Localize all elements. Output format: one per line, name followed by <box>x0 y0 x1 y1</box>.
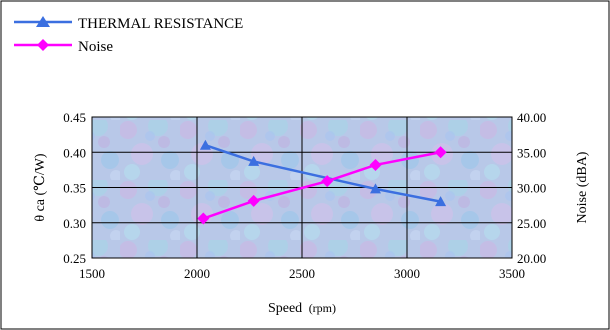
legend-entry-noise: Noise <box>14 39 113 55</box>
legend: THERMAL RESISTANCE Noise <box>14 16 243 55</box>
series-line-thermal <box>205 144 441 203</box>
x-axis-label-main: Speed <box>268 301 302 316</box>
series-layer <box>197 139 447 225</box>
data-point-thermal-1 <box>248 155 260 166</box>
x-tick-label-0: 1500 <box>79 266 105 281</box>
y-left-tick-label-1: 0.30 <box>63 216 86 231</box>
data-point-thermal-3 <box>435 196 447 207</box>
x-axis-label-unit: (rpm) <box>309 301 336 315</box>
data-point-thermal-2 <box>370 183 381 194</box>
y-left-tick-label-3: 0.40 <box>63 145 86 160</box>
y-right-tick-label-0: 20.00 <box>517 251 546 266</box>
data-point-noise-2 <box>321 175 334 188</box>
y-left-tick-label-0: 0.25 <box>63 251 86 266</box>
x-tick-label-1: 2000 <box>184 266 210 281</box>
y-right-tick-label-1: 25.00 <box>517 216 546 231</box>
x-tick-label-3: 3000 <box>394 266 420 281</box>
y-left-tick-label-2: 0.35 <box>63 181 86 196</box>
data-point-noise-3 <box>369 158 382 171</box>
x-axis-label: Speed (rpm) <box>268 301 336 316</box>
tick-labels: 1500 2000 2500 3000 3500 0.25 0.30 0.35 0.40 0.45… <box>63 110 546 281</box>
legend-label-thermal: THERMAL RESISTANCE <box>78 16 243 32</box>
data-point-noise-1 <box>247 194 260 207</box>
y-right-tick-label-2: 30.00 <box>517 181 546 196</box>
x-tick-label-2: 2500 <box>289 266 315 281</box>
y-axis-right-label: Noise (dBA) <box>575 151 590 223</box>
legend-label-noise: Noise <box>78 39 113 55</box>
legend-entry-thermal: THERMAL RESISTANCE <box>14 16 243 32</box>
x-tick-label-4: 3500 <box>499 266 525 281</box>
data-point-noise-0 <box>197 212 210 225</box>
data-point-noise-4 <box>434 146 447 159</box>
y-axis-left-label: θ ca (℃/W) <box>33 153 48 222</box>
y-right-tick-label-4: 40.00 <box>517 110 546 125</box>
y-right-tick-label-3: 35.00 <box>517 145 546 160</box>
y-left-tick-label-4: 0.45 <box>63 110 86 125</box>
data-point-thermal-0 <box>199 139 211 150</box>
